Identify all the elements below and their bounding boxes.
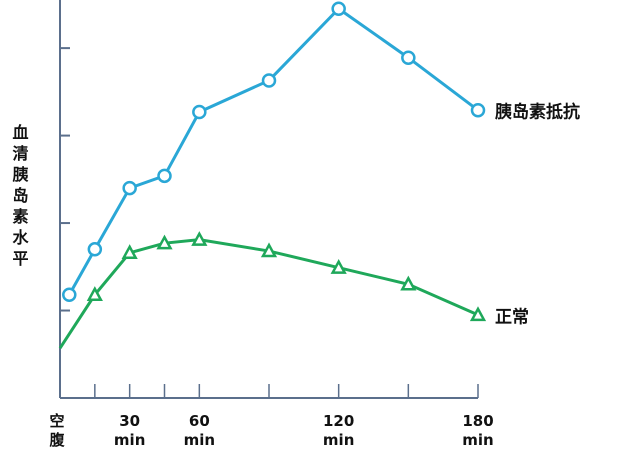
marker bbox=[121, 244, 138, 260]
marker bbox=[122, 180, 137, 196]
series-label: 胰岛素抵抗 bbox=[495, 102, 580, 123]
x-tick-label: 60 min bbox=[183, 412, 216, 449]
marker bbox=[87, 242, 103, 257]
marker bbox=[260, 242, 278, 258]
series-label: 正常 bbox=[495, 307, 529, 328]
marker bbox=[469, 306, 487, 322]
x-tick-label: 空腹 bbox=[49, 412, 65, 449]
marker bbox=[331, 1, 346, 16]
y-axis-label: 血清胰岛素水平 bbox=[12, 123, 29, 268]
marker bbox=[157, 168, 172, 184]
marker bbox=[401, 50, 416, 65]
marker bbox=[261, 73, 277, 88]
marker bbox=[156, 234, 173, 250]
marker bbox=[400, 275, 417, 291]
marker bbox=[191, 231, 208, 246]
x-tick-label: 30 min bbox=[113, 412, 146, 449]
marker bbox=[62, 287, 77, 303]
marker bbox=[86, 286, 103, 302]
marker bbox=[470, 102, 486, 118]
x-tick-label: 120 min bbox=[322, 412, 355, 449]
marker bbox=[192, 104, 207, 120]
x-tick-label: 180 min bbox=[462, 412, 494, 449]
marker bbox=[330, 259, 347, 274]
